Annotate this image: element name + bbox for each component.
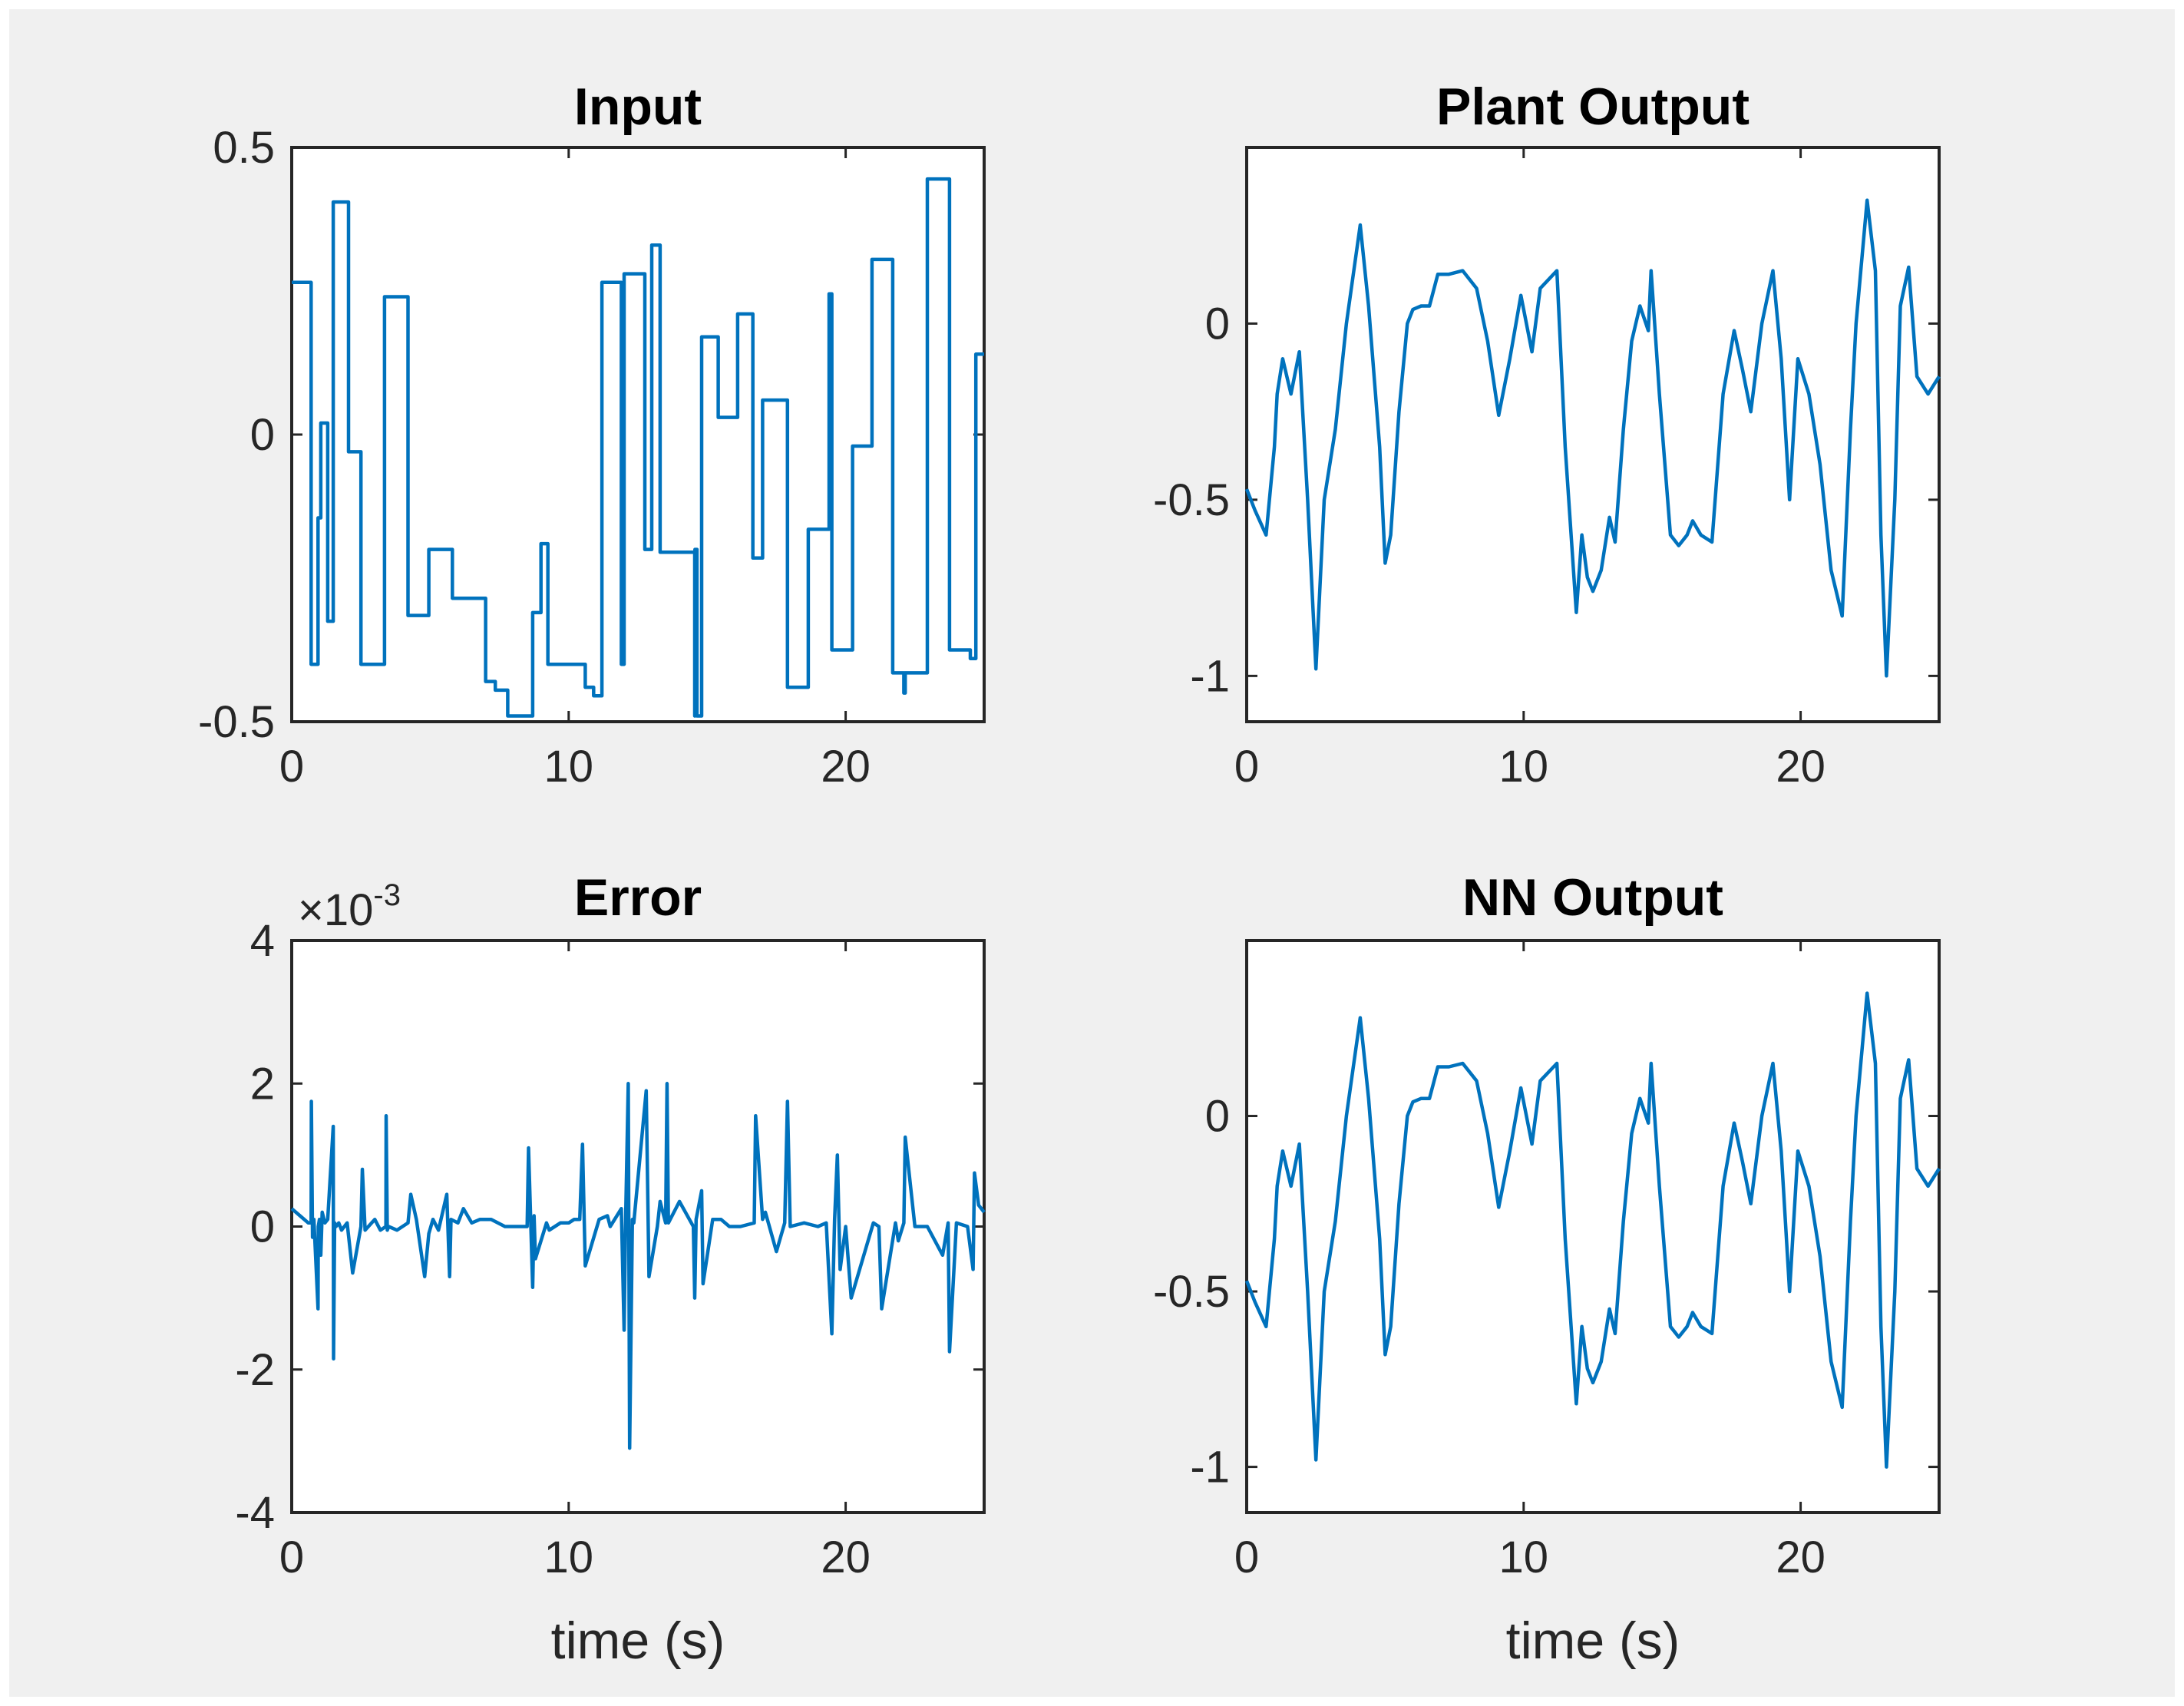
ytick-label-nn-output-0: 0 <box>1205 1092 1230 1142</box>
series-plant-output <box>1244 198 1941 678</box>
ytick-label-input-0-5: 0.5 <box>213 123 275 173</box>
xlabel-nn-output: time (s) <box>1506 1612 1680 1670</box>
ytick-label-error-4: 4 <box>250 916 275 966</box>
series-input <box>292 177 984 718</box>
xtick-label-plant-output-10: 10 <box>1499 742 1549 792</box>
ytick-label-error-4: -4 <box>235 1488 275 1538</box>
tick-labels-input: 0 10 20-0.500.5 <box>198 123 871 792</box>
ytick-label-plant-output-0-5: -0.5 <box>1153 475 1230 525</box>
axes-nn-output <box>1245 939 1941 1514</box>
xtick-label-error-20: 20 <box>821 1532 871 1582</box>
axes-plant-output <box>1245 146 1941 723</box>
xtick-label-error-10: 10 <box>544 1532 594 1582</box>
xtick-label-input-10: 10 <box>544 742 594 792</box>
xtick-label-nn-output-10: 10 <box>1499 1532 1549 1582</box>
xlabel-error: time (s) <box>551 1612 725 1670</box>
xtick-label-plant-output-0: 0 <box>1234 742 1259 792</box>
ytick-label-plant-output-1: -1 <box>1190 651 1230 701</box>
ytick-label-input-0-5: -0.5 <box>198 697 275 747</box>
tick-labels-plant-output: 0 10 20 -1 -0.5 0 <box>1153 299 1826 792</box>
ytick-label-plant-output-0: 0 <box>1205 299 1230 349</box>
xtick-label-input-20: 20 <box>821 742 871 792</box>
series-nn-output <box>1244 991 1941 1469</box>
xtick-label-nn-output-0: 0 <box>1234 1532 1259 1582</box>
ytick-label-nn-output-1: -1 <box>1190 1443 1230 1493</box>
panel-error: Error ×10-3 0 10 20 -4 -2 0 2 4 time (s) <box>235 868 986 1670</box>
ytick-label-nn-output-0-5: -0.5 <box>1153 1267 1230 1317</box>
axes-input <box>290 146 986 723</box>
exponent-power: -3 <box>373 878 401 912</box>
exponent-base: ×10 <box>298 885 373 935</box>
ytick-label-input-0: 0 <box>250 410 275 460</box>
ytick-label-error-2: 2 <box>250 1059 275 1109</box>
ytick-label-error-0: 0 <box>250 1202 275 1252</box>
ytick-label-error-2: -2 <box>235 1345 275 1395</box>
xtick-label-nn-output-20: 20 <box>1776 1532 1826 1582</box>
xtick-label-error-0: 0 <box>279 1532 304 1582</box>
series-error <box>290 1082 986 1450</box>
panel-input: Input 0 10 20-0.500.5 <box>198 78 986 792</box>
panel-nn-output: NN Output 0 10 20 -1 -0.5 0 time (s) <box>1153 868 1941 1670</box>
title-error: Error <box>574 868 702 927</box>
panel-plant-output: Plant Output 0 10 20 -1 -0.5 0 <box>1153 78 1941 792</box>
title-input: Input <box>574 78 702 136</box>
tick-labels-error: 0 10 20 -4 -2 0 2 4 <box>235 916 870 1582</box>
exponent-label: ×10-3 <box>298 878 401 935</box>
ticks-error <box>290 939 984 1514</box>
xtick-label-plant-output-20: 20 <box>1776 742 1826 792</box>
title-nn-output: NN Output <box>1462 868 1723 927</box>
xtick-label-input-0: 0 <box>279 742 304 792</box>
tick-labels-nn-output: 0 10 20 -1 -0.5 0 <box>1153 1092 1826 1582</box>
ticks-plant-output <box>1245 147 1939 722</box>
title-plant-output: Plant Output <box>1436 78 1750 136</box>
ticks-nn-output <box>1245 941 1939 1513</box>
